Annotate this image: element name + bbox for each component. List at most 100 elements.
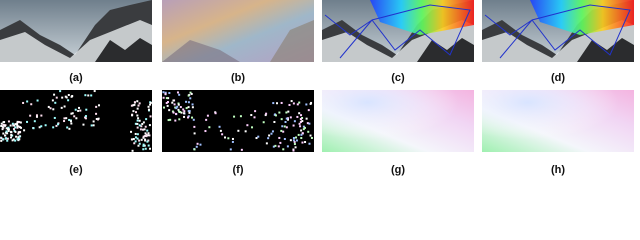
feature-dot <box>270 132 273 135</box>
feature-dot <box>138 139 141 142</box>
feature-dot <box>1 128 4 131</box>
feature-dot <box>145 135 148 138</box>
feature-dot <box>12 128 15 131</box>
feature-dot <box>136 122 139 125</box>
feature-dot <box>138 124 141 127</box>
feature-dot <box>302 128 305 131</box>
feature-dot <box>189 97 192 100</box>
feature-dot <box>29 114 32 117</box>
feature-dot <box>164 91 167 94</box>
feature-dot <box>265 142 268 145</box>
feature-dot <box>298 101 301 104</box>
feature-dot <box>174 106 177 109</box>
feature-dot <box>190 92 193 95</box>
feature-dot <box>227 137 230 140</box>
feature-dot <box>87 94 90 97</box>
feature-dot <box>14 130 17 133</box>
feature-dot <box>268 134 271 137</box>
feature-dot <box>278 136 281 139</box>
feature-dot <box>16 138 19 141</box>
feature-dot <box>224 136 227 139</box>
feature-dot <box>6 137 9 140</box>
feature-dot <box>274 114 277 117</box>
feature-dot <box>272 145 275 148</box>
feature-dot <box>282 130 285 133</box>
feature-dot <box>142 121 145 124</box>
feature-dot <box>144 134 147 137</box>
panel-e <box>0 90 152 152</box>
feature-dot <box>69 120 72 123</box>
feature-dot <box>280 129 283 132</box>
feature-dot <box>3 124 6 127</box>
feature-dot <box>53 116 56 119</box>
feature-dot <box>68 127 71 130</box>
feature-dot <box>277 145 280 148</box>
feature-dot <box>136 137 139 140</box>
feature-dot <box>280 101 283 104</box>
feature-dot <box>171 110 174 113</box>
feature-dot <box>135 111 138 114</box>
feature-dot <box>281 125 284 128</box>
feature-dot <box>169 118 172 121</box>
feature-dot <box>59 90 62 93</box>
feature-dot <box>288 103 291 106</box>
feature-dot <box>4 137 7 140</box>
feature-dot <box>131 114 134 117</box>
feature-dot <box>130 138 133 141</box>
feature-dot <box>185 107 188 110</box>
feature-dot <box>183 112 186 115</box>
feature-dot <box>142 148 145 151</box>
feature-dot <box>176 91 179 94</box>
feature-dot <box>286 145 289 148</box>
feature-dot <box>168 109 171 112</box>
feature-dot <box>176 105 179 108</box>
feature-dot <box>292 148 295 151</box>
feature-dot <box>97 117 100 120</box>
feature-dot <box>9 124 12 127</box>
feature-dot <box>143 144 146 147</box>
feature-dot <box>310 101 313 104</box>
feature-dot <box>16 125 19 128</box>
feature-dot <box>2 124 5 127</box>
feature-dot <box>172 99 175 102</box>
feature-dot <box>67 99 70 102</box>
feature-dot <box>300 114 303 117</box>
feature-dot <box>22 101 25 104</box>
feature-dot <box>147 132 150 135</box>
feature-dot <box>292 137 295 139</box>
feature-dot <box>254 110 257 113</box>
feature-dot <box>12 138 15 141</box>
feature-dot <box>14 139 17 142</box>
feature-dot <box>144 139 147 142</box>
feature-dot <box>98 104 101 107</box>
feature-dot <box>191 116 194 119</box>
feature-dot <box>137 104 140 107</box>
feature-dot <box>175 107 178 110</box>
feature-dot <box>146 129 149 132</box>
feature-dot <box>70 112 73 115</box>
feature-dot <box>92 124 95 127</box>
feature-dot <box>306 122 309 125</box>
feature-dot <box>52 126 55 129</box>
feature-dot <box>144 147 147 150</box>
feature-dot <box>286 118 289 121</box>
feature-dot <box>11 122 14 125</box>
feature-dot <box>302 125 305 128</box>
feature-dot <box>147 105 150 108</box>
feature-dot <box>136 126 139 129</box>
feature-dot <box>84 115 87 118</box>
feature-dot <box>299 121 302 124</box>
feature-dot <box>309 134 312 137</box>
feature-dot <box>239 115 242 118</box>
feature-dot <box>219 129 222 132</box>
feature-dot <box>279 141 282 144</box>
feature-dot <box>282 148 285 151</box>
feature-dot <box>177 103 180 106</box>
feature-dot <box>292 139 295 142</box>
feature-dot <box>71 95 74 98</box>
feature-dot <box>75 117 78 120</box>
feature-dot <box>187 110 190 113</box>
feature-dot <box>167 97 170 100</box>
feature-dot <box>137 117 140 120</box>
feature-dot <box>296 115 299 118</box>
